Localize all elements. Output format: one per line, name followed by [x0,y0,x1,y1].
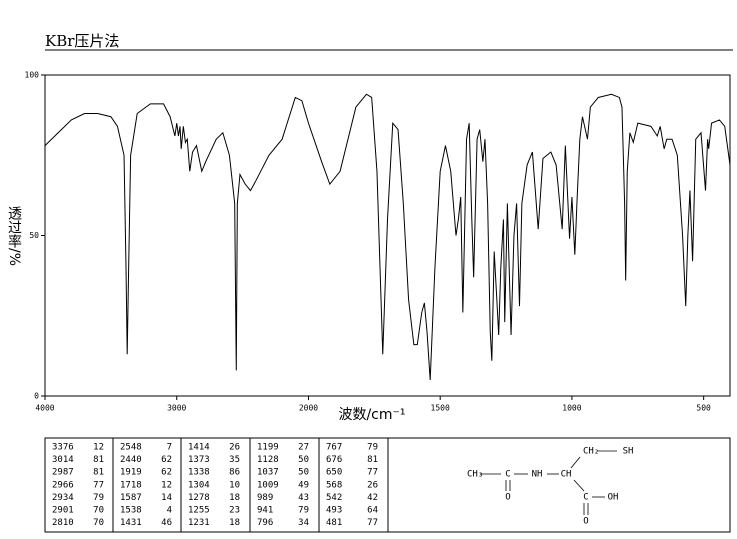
peak-transmittance: 49 [298,480,309,490]
peak-transmittance: 35 [229,455,240,465]
peak-transmittance: 50 [298,468,309,478]
structure-atom: O [583,517,588,527]
peak-wavenumber: 1304 [188,480,210,490]
table-dividers [112,438,389,532]
peak-transmittance: 62 [161,455,172,465]
peak-transmittance: 26 [229,443,240,453]
peak-wavenumber: 1414 [188,443,210,453]
y-tick-label: 100 [25,71,40,80]
peak-transmittance: 10 [229,480,240,490]
peak-transmittance: 7 [167,443,172,453]
peak-wavenumber: 1128 [257,455,279,465]
peak-transmittance: 70 [93,518,104,528]
y-axis-label: 透过率/% [6,206,22,266]
peak-wavenumber: 2966 [52,480,74,490]
peak-wavenumber: 1278 [188,493,210,503]
peak-wavenumber: 650 [326,468,342,478]
structure-atom: CH₂ [583,447,599,457]
peak-wavenumber: 796 [257,518,273,528]
x-tick-label: 4000 [35,404,54,413]
peak-transmittance: 42 [367,493,378,503]
peak-wavenumber: 2934 [52,493,74,503]
structure-atom: O [505,493,510,503]
peak-transmittance: 81 [367,455,378,465]
peak-transmittance: 26 [367,480,378,490]
peak-transmittance: 14 [161,493,172,503]
spectrum-line [44,93,731,380]
x-tick-label: 1000 [562,404,581,413]
peak-transmittance: 70 [93,506,104,516]
peak-wavenumber: 767 [326,443,342,453]
structure-bonds [480,450,617,515]
peak-wavenumber: 2810 [52,518,74,528]
structure-atom: C [583,493,588,503]
page-title: KBr压片法 [45,32,119,50]
structure-atom: NH [532,470,543,480]
peak-wavenumber: 1231 [188,518,210,528]
peak-wavenumber: 1199 [257,443,279,453]
structure-atom: OH [608,493,619,503]
peak-transmittance: 27 [298,443,309,453]
structure-atom: CH [561,470,572,480]
peak-transmittance: 81 [93,455,104,465]
peak-wavenumber: 493 [326,506,342,516]
peak-wavenumber: 941 [257,506,273,516]
peak-transmittance: 4 [167,506,172,516]
peak-transmittance: 18 [229,493,240,503]
x-tick-label: 1500 [431,404,450,413]
peak-wavenumber: 1009 [257,480,279,490]
peak-transmittance: 81 [93,468,104,478]
peak-transmittance: 64 [367,506,378,516]
x-tick-label: 2000 [299,404,318,413]
x-tick-label: 500 [696,404,711,413]
peak-wavenumber: 1373 [188,455,210,465]
y-tick-label: 50 [29,231,39,240]
peak-wavenumber: 1718 [120,480,142,490]
peak-wavenumber: 542 [326,493,342,503]
peak-transmittance: 50 [298,455,309,465]
peak-wavenumber: 2440 [120,455,142,465]
peak-wavenumber: 2901 [52,506,74,516]
peak-wavenumber: 1431 [120,518,142,528]
peak-wavenumber: 1255 [188,506,210,516]
peak-wavenumber: 1919 [120,468,142,478]
peak-transmittance: 62 [161,468,172,478]
peak-transmittance: 77 [93,480,104,490]
peak-transmittance: 43 [298,493,309,503]
peak-transmittance: 79 [298,506,309,516]
peak-transmittance: 12 [161,480,172,490]
peak-wavenumber: 1538 [120,506,142,516]
peak-transmittance: 34 [298,518,309,528]
peak-wavenumber: 2548 [120,443,142,453]
x-tick-label: 3000 [167,404,186,413]
peak-transmittance: 12 [93,443,104,453]
structure-atom: C [505,470,510,480]
peak-transmittance: 77 [367,468,378,478]
peak-wavenumber: 3376 [52,443,74,453]
peak-wavenumber: 2987 [52,468,74,478]
peak-wavenumber: 568 [326,480,342,490]
structure-atom: CH₃ [467,470,483,480]
peak-wavenumber: 1338 [188,468,210,478]
y-tick-label: 0 [34,392,39,401]
peak-transmittance: 79 [367,443,378,453]
plot-frame [44,74,731,397]
peak-transmittance: 77 [367,518,378,528]
peak-wavenumber: 3014 [52,455,74,465]
peak-wavenumber: 676 [326,455,342,465]
peak-wavenumber: 481 [326,518,342,528]
peak-transmittance: 79 [93,493,104,503]
peak-transmittance: 18 [229,518,240,528]
peak-wavenumber: 989 [257,493,273,503]
x-axis-label: 波数/cm⁻¹ [338,407,405,423]
peak-wavenumber: 1037 [257,468,279,478]
peak-wavenumber: 1587 [120,493,142,503]
peak-transmittance: 86 [229,468,240,478]
structure-atom: SH [623,447,634,457]
peak-transmittance: 46 [161,518,172,528]
peak-transmittance: 23 [229,506,240,516]
